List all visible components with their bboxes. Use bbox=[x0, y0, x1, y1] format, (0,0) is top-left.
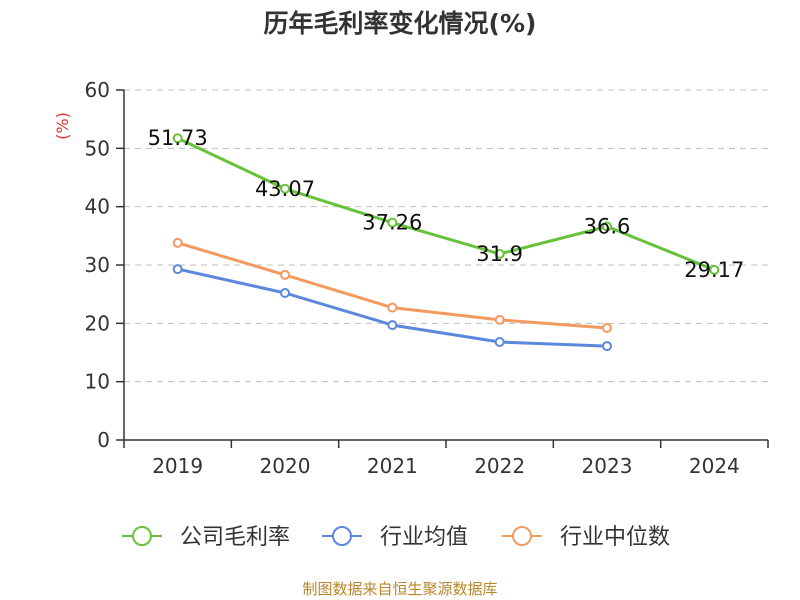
legend-marker-2 bbox=[512, 526, 532, 546]
legend: 公司毛利率 行业均值 行业中位数 bbox=[122, 525, 670, 550]
axes: 0 10 20 30 40 50 60 2019 2020 2021 2022 2023 2024 bbox=[85, 78, 769, 478]
data-point-1-2022 bbox=[494, 337, 505, 347]
data-point-0-2019 bbox=[172, 133, 183, 144]
legend-marker-0 bbox=[132, 526, 152, 546]
x-tick-label-2023: 2023 bbox=[582, 454, 633, 478]
y-tick-label-0: 0 bbox=[97, 428, 110, 452]
legend-label-0: 公司毛利率 bbox=[180, 525, 290, 550]
data-label-0-2021: 37.26 bbox=[362, 211, 422, 235]
y-tick-label-60: 60 bbox=[85, 78, 110, 102]
y-tick-label-10: 10 bbox=[85, 370, 110, 394]
series: 51.73 43.07 37.26 31.9 36.6 29.17 bbox=[148, 126, 744, 352]
chart-title: 历年毛利率变化情况(%) bbox=[263, 9, 537, 38]
y-tick-label-30: 30 bbox=[85, 253, 110, 277]
data-point-0-2021 bbox=[387, 217, 398, 228]
data-label-0-2019: 51.73 bbox=[148, 126, 208, 150]
legend-item-2: 行业中位数 bbox=[502, 525, 670, 550]
data-label-0-2022: 31.9 bbox=[476, 242, 523, 266]
y-tick-label-50: 50 bbox=[85, 136, 110, 160]
data-point-2-2020 bbox=[280, 269, 290, 280]
data-point-1-2021 bbox=[387, 320, 398, 331]
data-label-0-2020: 43.07 bbox=[255, 177, 315, 201]
legend-label-1: 行业均值 bbox=[380, 525, 468, 550]
data-point-0-2023 bbox=[602, 221, 612, 232]
data-point-1-2023 bbox=[602, 341, 612, 352]
y-tick-label-40: 40 bbox=[85, 195, 110, 219]
data-point-2-2023 bbox=[602, 323, 612, 333]
x-tick-label-2022: 2022 bbox=[474, 454, 525, 478]
data-label-0-2023: 36.6 bbox=[584, 215, 631, 239]
legend-item-0: 公司毛利率 bbox=[122, 525, 290, 550]
data-point-0-2024 bbox=[709, 264, 720, 275]
grid-lines bbox=[124, 89, 768, 383]
data-label-0-2024: 29.17 bbox=[684, 258, 744, 282]
y-axis-title: (%) bbox=[53, 112, 72, 140]
data-point-0-2020 bbox=[280, 183, 290, 194]
legend-item-1: 行业均值 bbox=[322, 525, 468, 550]
legend-marker-1 bbox=[332, 526, 352, 546]
x-tick-label-2024: 2024 bbox=[689, 454, 740, 478]
x-tick-label-2020: 2020 bbox=[260, 454, 311, 478]
data-point-0-2022 bbox=[494, 248, 505, 259]
data-point-2-2021 bbox=[387, 302, 398, 313]
x-tick-label-2021: 2021 bbox=[367, 454, 418, 478]
legend-label-2: 行业中位数 bbox=[560, 525, 670, 550]
data-point-2-2019 bbox=[172, 237, 183, 248]
data-point-1-2020 bbox=[280, 288, 290, 298]
data-point-1-2019 bbox=[172, 264, 183, 275]
data-point-2-2022 bbox=[494, 314, 505, 325]
source-footer: 制图数据来自恒生聚源数据库 bbox=[302, 580, 498, 598]
series-line-2 bbox=[177, 241, 608, 330]
y-tick-label-20: 20 bbox=[85, 311, 110, 335]
series-line-0 bbox=[177, 136, 715, 272]
x-tick-label-2019: 2019 bbox=[152, 454, 203, 478]
